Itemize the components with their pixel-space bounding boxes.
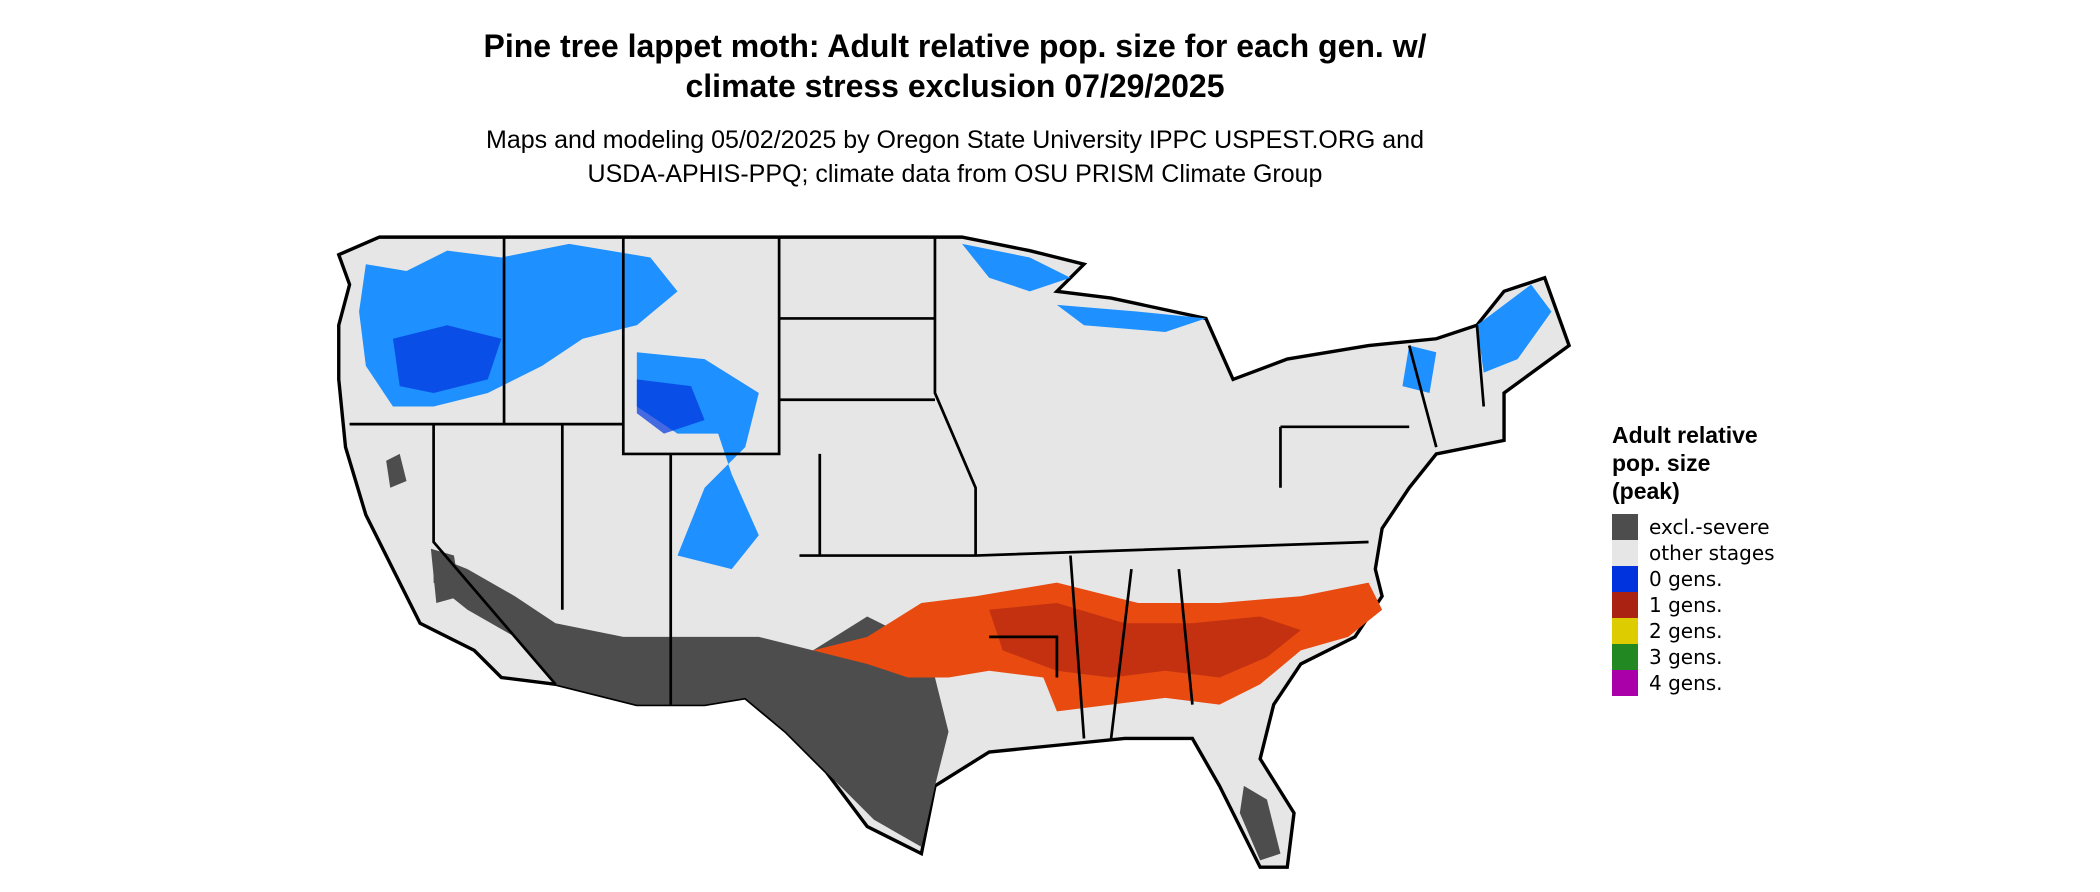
title-line: climate stress exclusion 07/29/2025 bbox=[685, 68, 1224, 104]
subtitle-line: USDA-APHIS-PPQ; climate data from OSU PR… bbox=[588, 160, 1323, 188]
legend-title-line: Adult relative bbox=[1612, 422, 1758, 448]
legend-swatch bbox=[1612, 540, 1638, 566]
excluded-california bbox=[386, 453, 461, 603]
one-gen-core bbox=[989, 602, 1301, 678]
legend-swatch bbox=[1612, 618, 1638, 644]
zero-gen-core bbox=[392, 325, 705, 434]
excluded-southwest bbox=[433, 555, 949, 847]
legend-title-line: pop. size bbox=[1612, 450, 1710, 476]
legend-swatch bbox=[1612, 670, 1638, 696]
subtitle-line: Maps and modeling 05/02/2025 by Oregon S… bbox=[486, 126, 1424, 154]
zero-gen-north bbox=[962, 243, 1552, 393]
state-borders bbox=[349, 237, 1486, 739]
legend-label: excl.-severe bbox=[1649, 515, 1770, 539]
legend-swatch bbox=[1612, 592, 1638, 618]
titles: Pine tree lappet moth: Adult relative po… bbox=[484, 28, 1427, 188]
legend-label: 4 gens. bbox=[1649, 671, 1723, 695]
legend-label: 2 gens. bbox=[1649, 619, 1723, 643]
legend-swatch bbox=[1612, 566, 1638, 592]
us-map bbox=[336, 235, 1572, 869]
legend-title-line: (peak) bbox=[1612, 478, 1680, 504]
legend-label: 3 gens. bbox=[1649, 645, 1723, 669]
legend-swatch bbox=[1612, 514, 1638, 540]
legend-label: other stages bbox=[1649, 541, 1775, 565]
title-line: Pine tree lappet moth: Adult relative po… bbox=[484, 28, 1427, 64]
legend-swatch bbox=[1612, 644, 1638, 670]
legend-label: 0 gens. bbox=[1649, 567, 1723, 591]
legend-label: 1 gens. bbox=[1649, 593, 1723, 617]
zero-gen-northwest bbox=[359, 243, 759, 570]
excluded-florida bbox=[1239, 785, 1281, 861]
